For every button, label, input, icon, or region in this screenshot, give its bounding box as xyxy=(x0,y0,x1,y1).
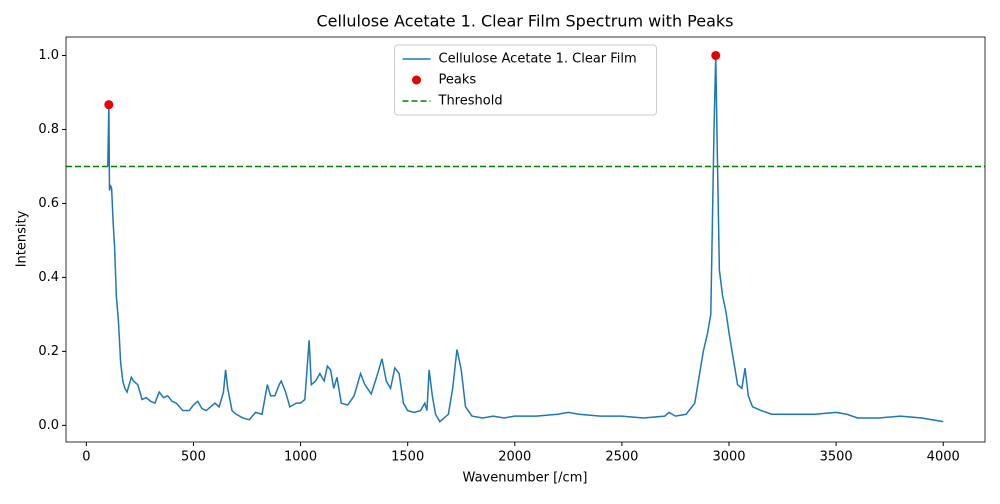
y-tick-label: 0.2 xyxy=(38,344,59,359)
y-tick-label: 1.0 xyxy=(38,48,59,63)
x-tick-label: 3000 xyxy=(712,450,745,465)
plot-frame xyxy=(65,36,986,443)
x-tick-label: 2000 xyxy=(498,450,531,465)
x-tick-label: 3500 xyxy=(820,450,853,465)
spectrum-line xyxy=(107,55,944,423)
y-tick-label: 0.4 xyxy=(38,270,59,285)
x-axis-label: Wavenumber [/cm] xyxy=(463,471,588,486)
x-tick-label: 0 xyxy=(82,450,90,465)
y-tick-label: 0.0 xyxy=(38,418,59,433)
y-tick-label: 0.8 xyxy=(38,122,59,137)
legend-label: Cellulose Acetate 1. Clear Film xyxy=(439,52,637,67)
legend-label: Threshold xyxy=(438,94,503,109)
legend-swatch xyxy=(412,75,421,85)
peak-marker xyxy=(711,50,721,60)
legend-label: Peaks xyxy=(439,73,477,88)
legend-box xyxy=(394,44,657,116)
y-axis-label: Intensity xyxy=(15,210,30,267)
x-tick-label: 1000 xyxy=(284,450,317,465)
peak-marker xyxy=(104,100,114,110)
x-tick-label: 500 xyxy=(181,450,206,465)
y-tick-label: 0.6 xyxy=(38,196,59,211)
chart-title: Cellulose Acetate 1. Clear Film Spectrum… xyxy=(317,12,734,31)
legend: Cellulose Acetate 1. Clear Film Peaks Thre… xyxy=(394,44,657,116)
x-tick-label: 4000 xyxy=(927,450,960,465)
x-tick-label: 1500 xyxy=(391,450,424,465)
x-tick-label: 2500 xyxy=(605,450,638,465)
